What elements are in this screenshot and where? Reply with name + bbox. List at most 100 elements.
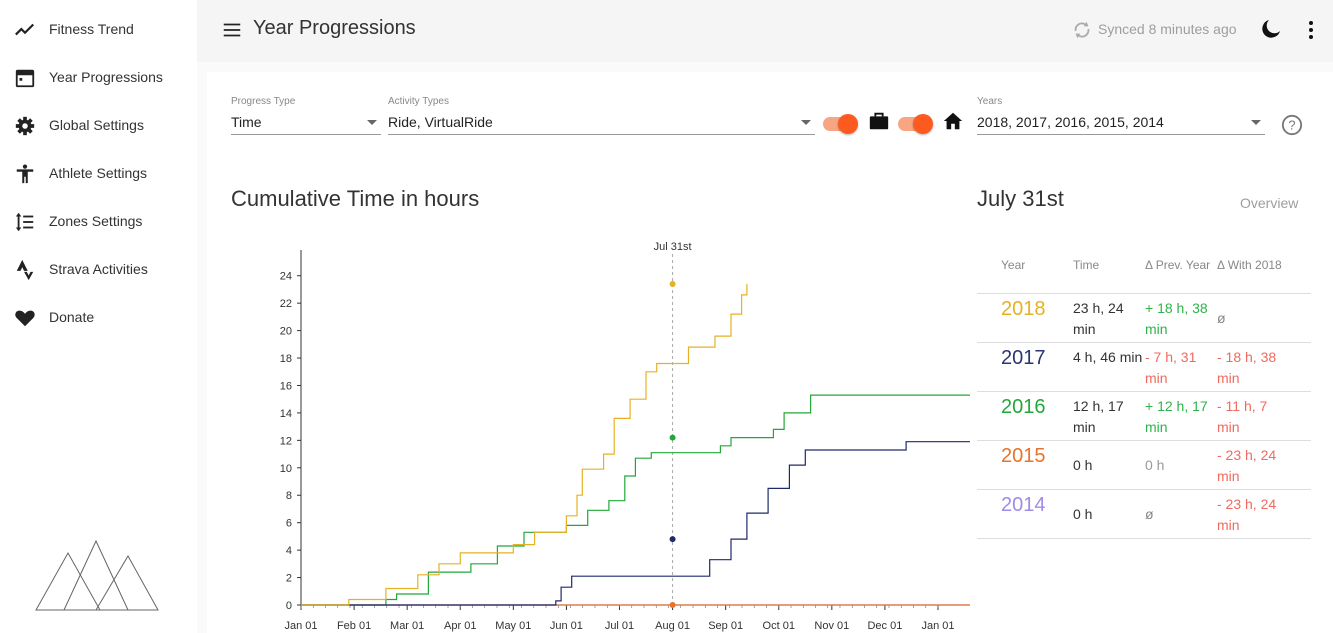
x-tick-label: Dec 01: [867, 620, 902, 632]
activity-types-underline: [388, 134, 815, 135]
progress-type-underline: [231, 134, 381, 135]
heart-icon: [15, 310, 35, 327]
x-tick-label: Jun 01: [550, 620, 583, 632]
y-tick-label: 22: [280, 298, 292, 310]
sidebar-item-strava-activities[interactable]: Strava Activities: [0, 245, 197, 293]
overview-button[interactable]: Overview: [1240, 195, 1299, 211]
sidebar-item-label: Year Progressions: [49, 69, 163, 85]
y-tick-label: 24: [280, 271, 292, 283]
more-vert-icon[interactable]: [1299, 18, 1323, 42]
delta-prev-cell: ø: [1145, 506, 1154, 522]
sidebar: Fitness Trend Year Progressions Global S…: [0, 0, 197, 633]
x-tick-label: Feb 01: [337, 620, 371, 632]
x-tick-label: Mar 01: [390, 620, 424, 632]
marker-point-2017: [669, 536, 676, 543]
mountains-logo: [35, 539, 159, 611]
x-tick-label: Jan 01: [284, 620, 317, 632]
marker-point-2018: [669, 280, 676, 287]
sync-icon[interactable]: [1071, 19, 1093, 41]
sidebar-item-zones-settings[interactable]: Zones Settings: [0, 197, 197, 245]
marker-point-2015: [669, 602, 676, 608]
person-icon: [16, 164, 34, 184]
x-tick-label: Jan 01: [921, 620, 954, 632]
x-tick-label: Sep 01: [708, 620, 743, 632]
row-divider: [977, 342, 1311, 343]
briefcase-icon: [869, 112, 889, 130]
progress-type-label: Progress Type: [231, 96, 296, 107]
moon-icon[interactable]: [1259, 17, 1283, 41]
y-tick-label: 8: [286, 490, 292, 502]
sidebar-item-athlete-settings[interactable]: Athlete Settings: [0, 149, 197, 197]
sidebar-item-donate[interactable]: Donate: [0, 293, 197, 341]
delta-prev-cell: - 7 h, 31 min: [1145, 349, 1197, 386]
marker-point-2016: [669, 434, 676, 441]
row-divider: [977, 440, 1311, 441]
row-divider: [977, 489, 1311, 490]
delta-2018-cell: - 11 h, 7 min: [1217, 398, 1268, 435]
row-divider: [977, 293, 1311, 294]
sidebar-item-fitness-trend[interactable]: Fitness Trend: [0, 5, 197, 53]
years-select[interactable]: 2018, 2017, 2016, 2015, 2014: [977, 114, 1164, 130]
year-cell: 2017: [1001, 347, 1046, 369]
commute-toggle[interactable]: [823, 112, 859, 136]
menu-icon[interactable]: [221, 19, 243, 41]
x-tick-label: May 01: [495, 620, 531, 632]
y-tick-label: 20: [280, 326, 292, 338]
year-cell: 2015: [1001, 445, 1046, 467]
chart-title: Cumulative Time in hours: [231, 186, 480, 211]
x-tick-label: Oct 01: [763, 620, 795, 632]
main-card: [207, 72, 1333, 633]
x-tick-label: Aug 01: [655, 620, 690, 632]
x-tick-label: Nov 01: [814, 620, 849, 632]
time-cell: 12 h, 17 min: [1073, 398, 1124, 435]
strava-icon: [16, 259, 34, 281]
x-tick-label: Apr 01: [444, 620, 476, 632]
app-bar: Year Progressions Synced 8 minutes ago: [197, 0, 1333, 62]
row-divider: [977, 538, 1311, 539]
indoor-toggle[interactable]: [898, 112, 934, 136]
sidebar-item-label: Donate: [49, 309, 95, 325]
sidebar-item-label: Zones Settings: [49, 213, 143, 229]
series-line-2016: [301, 394, 970, 606]
zones-icon: [15, 212, 34, 232]
y-tick-label: 0: [286, 600, 292, 612]
delta-prev-cell: + 12 h, 17 min: [1145, 398, 1208, 435]
years-underline: [977, 134, 1265, 135]
chevron-down-icon[interactable]: [1251, 120, 1261, 125]
y-tick-label: 2: [286, 573, 292, 585]
sidebar-item-label: Athlete Settings: [49, 165, 148, 181]
column-header-time: Time: [1073, 258, 1100, 272]
series-line-2017: [301, 441, 970, 606]
year-cell: 2016: [1001, 396, 1046, 418]
delta-prev-cell: + 18 h, 38 min: [1145, 300, 1208, 337]
progress-type-select[interactable]: Time: [231, 114, 262, 130]
activity-types-select[interactable]: Ride, VirtualRide: [388, 114, 493, 130]
date-marker-label: Jul 31st: [654, 241, 692, 253]
help-icon[interactable]: ?: [1281, 114, 1303, 136]
delta-2018-cell: ø: [1217, 310, 1226, 326]
years-label: Years: [977, 96, 1003, 107]
svg-text:?: ?: [1288, 118, 1295, 133]
sidebar-item-global-settings[interactable]: Global Settings: [0, 101, 197, 149]
column-header-delta-2018: Δ With 2018: [1217, 258, 1282, 272]
column-header-delta-prev: Δ Prev. Year: [1145, 258, 1211, 272]
sidebar-item-label: Fitness Trend: [49, 21, 134, 37]
y-tick-label: 16: [280, 380, 292, 392]
delta-2018-cell: - 23 h, 24 min: [1217, 496, 1277, 533]
time-cell: 0 h: [1073, 457, 1093, 473]
row-divider: [977, 391, 1311, 392]
sync-status: Synced 8 minutes ago: [1098, 21, 1237, 37]
activity-types-label: Activity Types: [388, 96, 449, 107]
gear-icon: [15, 116, 35, 136]
page-title: Year Progressions: [253, 17, 416, 39]
delta-2018-cell: - 23 h, 24 min: [1217, 447, 1277, 484]
trend-icon: [15, 23, 35, 36]
sidebar-item-year-progressions[interactable]: Year Progressions: [0, 53, 197, 101]
y-tick-label: 6: [286, 518, 292, 530]
time-cell: 4 h, 46 min: [1073, 349, 1143, 365]
chevron-down-icon[interactable]: [367, 120, 377, 125]
chevron-down-icon[interactable]: [801, 120, 811, 125]
y-tick-label: 4: [286, 545, 292, 557]
y-tick-label: 18: [280, 353, 292, 365]
series-line-2018: [301, 284, 748, 606]
